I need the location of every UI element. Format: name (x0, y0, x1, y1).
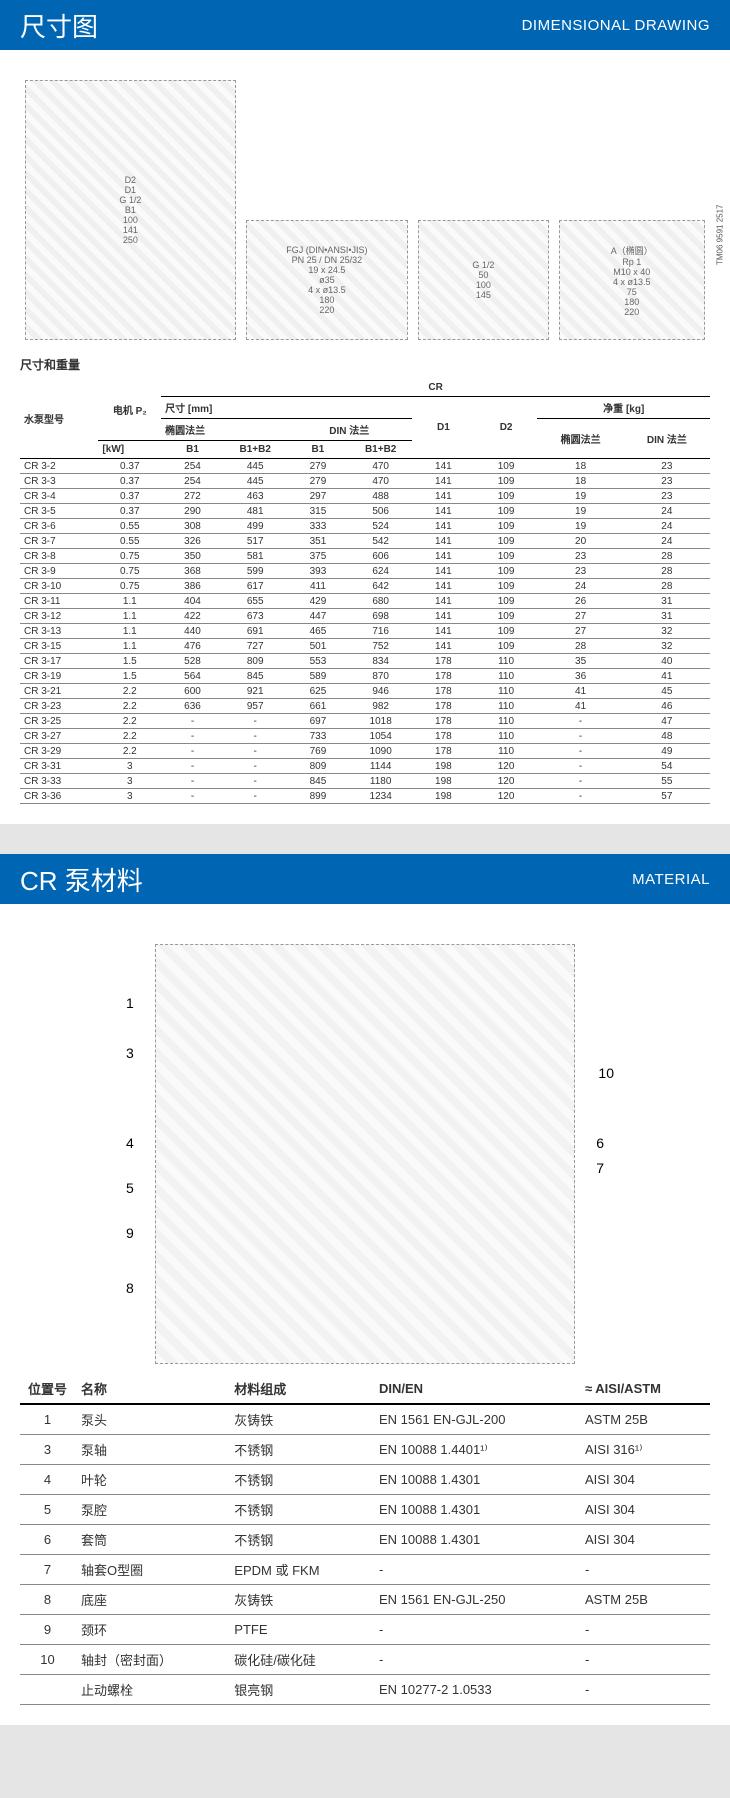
col-d1: D1 (412, 397, 475, 459)
drawing-code: TM06 9591 2517 (715, 205, 724, 266)
table-row: CR 3-121.14226734476981411092731 (20, 609, 710, 624)
col-power-unit: [kW] (98, 441, 161, 459)
section-header: CR 泵材料 MATERIAL (0, 854, 730, 904)
table-row: CR 3-232.26369576619821781104146 (20, 699, 710, 714)
table-row: 1泵头灰铸铁EN 1561 EN-GJL-200ASTM 25B (20, 1404, 710, 1435)
callout-1: 1 (126, 995, 134, 1011)
table-row: 10轴封（密封面）碳化硅/碳化硅-- (20, 1645, 710, 1675)
dimension-subtitle: 尺寸和重量 (0, 350, 730, 379)
table-row: 7轴套O型圈EPDM 或 FKM-- (20, 1555, 710, 1585)
table-row: CR 3-80.753505813756061411092328 (20, 549, 710, 564)
callout-3: 3 (126, 1045, 134, 1061)
table-row: CR 3-70.553265173515421411092024 (20, 534, 710, 549)
col-model: 水泵型号 (20, 379, 98, 459)
col-sub-oval: 椭圆法兰 (161, 419, 286, 441)
table-row: CR 3-100.753866174116421411092428 (20, 579, 710, 594)
col-din: DIN/EN (373, 1374, 579, 1404)
table-row: CR 3-20.372544452794701411091823 (20, 459, 710, 474)
col-aisi: ≈ AISI/ASTM (579, 1374, 710, 1404)
col-name: 名称 (75, 1374, 228, 1404)
col-w-din: DIN 法兰 (624, 419, 710, 459)
table-row: CR 3-90.753685993936241411092328 (20, 564, 710, 579)
section-header: 尺寸图 DIMENSIONAL DRAWING (0, 0, 730, 50)
table-row: CR 3-252.2--6971018178110-47 (20, 714, 710, 729)
table-row: CR 3-212.26009216259461781104145 (20, 684, 710, 699)
table-row: 6套筒不锈钢EN 10088 1.4301AISI 304 (20, 1525, 710, 1555)
table-row: CR 3-50.372904813155061411091924 (20, 504, 710, 519)
material-table-head: 位置号 名称 材料组成 DIN/EN ≈ AISI/ASTM (20, 1374, 710, 1404)
callout-5: 5 (126, 1180, 134, 1196)
col-b1b2: B1+B2 (224, 441, 287, 459)
table-row: 3泵轴不锈钢EN 10088 1.4401¹⁾AISI 316¹⁾ (20, 1435, 710, 1465)
col-sub-din: DIN 法兰 (287, 419, 412, 441)
flange-oval-diagram: A（椭圆） Rp 1 M10 x 40 4 x ø13.5 75 180 220 (559, 220, 705, 340)
col-group-cr: CR (161, 379, 710, 397)
header-title-en: DIMENSIONAL DRAWING (522, 17, 710, 34)
table-row: CR 3-30.372544452794701411091823 (20, 474, 710, 489)
col-group-dim: 尺寸 [mm] (161, 397, 412, 419)
callout-7: 7 (596, 1160, 604, 1176)
table-row: CR 3-171.55288095538341781103540 (20, 654, 710, 669)
col-pos: 位置号 (20, 1374, 75, 1404)
header-title-en: MATERIAL (632, 871, 710, 888)
header-title-cn: 尺寸图 (20, 7, 98, 44)
callout-6: 6 (596, 1135, 604, 1151)
dimension-table-wrap: 水泵型号 电机 P₂ CR 尺寸 [mm] D1 D2 净重 [kg] 椭圆法兰… (0, 379, 730, 804)
col-group-weight: 净重 [kg] (537, 397, 710, 419)
table-row: CR 3-333--8451180198120-55 (20, 774, 710, 789)
col-power: 电机 P₂ (98, 379, 161, 441)
table-row: 5泵腔不锈钢EN 10088 1.4301AISI 304 (20, 1495, 710, 1525)
callout-4: 4 (126, 1135, 134, 1151)
table-row: 4叶轮不锈钢EN 10088 1.4301AISI 304 (20, 1465, 710, 1495)
table-row: 止动螺栓银亮钢EN 10277-2 1.0533- (20, 1675, 710, 1705)
exploded-view-diagram: 1 3 4 5 9 8 10 6 7 (0, 904, 730, 1364)
dimension-diagrams: D2 D1 G 1/2 B1 100 141 250 FGJ (DIN•ANSI… (0, 50, 730, 350)
flange-fgj-diagram: FGJ (DIN•ANSI•JIS) PN 25 / DN 25/32 19 x… (246, 220, 409, 340)
table-row: CR 3-363--8991234198120-57 (20, 789, 710, 804)
page-material: CR 泵材料 MATERIAL 1 3 4 5 9 8 10 6 7 位置号 名… (0, 854, 730, 1725)
page-dimensional: 尺寸图 DIMENSIONAL DRAWING D2 D1 G 1/2 B1 1… (0, 0, 730, 824)
flange-side-diagram: G 1/2 50 100 145 (418, 220, 548, 340)
col-b1: B1 (161, 441, 224, 459)
callout-10: 10 (598, 1065, 614, 1081)
callout-8: 8 (126, 1280, 134, 1296)
table-row: CR 3-60.553084993335241411091924 (20, 519, 710, 534)
material-table: 位置号 名称 材料组成 DIN/EN ≈ AISI/ASTM 1泵头灰铸铁EN … (20, 1374, 710, 1705)
table-row: CR 3-191.55648455898701781103641 (20, 669, 710, 684)
dimension-table-body: CR 3-20.372544452794701411091823CR 3-30.… (20, 459, 710, 804)
table-row: CR 3-272.2--7331054178110-48 (20, 729, 710, 744)
callout-9: 9 (126, 1225, 134, 1241)
table-row: CR 3-40.372724632974881411091923 (20, 489, 710, 504)
col-mat: 材料组成 (228, 1374, 373, 1404)
table-row: CR 3-111.14046554296801411092631 (20, 594, 710, 609)
pump-elevation-diagram: D2 D1 G 1/2 B1 100 141 250 (25, 80, 236, 340)
col-d2: D2 (475, 397, 538, 459)
header-title-cn: CR 泵材料 (20, 861, 143, 898)
table-row: 9颈环PTFE-- (20, 1615, 710, 1645)
col-w-oval: 椭圆法兰 (537, 419, 623, 459)
col-b1-din: B1 (287, 441, 350, 459)
pump-cutaway-placeholder: 1 3 4 5 9 8 10 6 7 (155, 944, 575, 1364)
table-row: CR 3-313--8091144198120-54 (20, 759, 710, 774)
table-row: CR 3-292.2--7691090178110-49 (20, 744, 710, 759)
table-row: CR 3-151.14767275017521411092832 (20, 639, 710, 654)
material-table-body: 1泵头灰铸铁EN 1561 EN-GJL-200ASTM 25B3泵轴不锈钢EN… (20, 1404, 710, 1705)
table-row: CR 3-131.14406914657161411092732 (20, 624, 710, 639)
dimension-table: 水泵型号 电机 P₂ CR 尺寸 [mm] D1 D2 净重 [kg] 椭圆法兰… (20, 379, 710, 804)
dimension-table-head: 水泵型号 电机 P₂ CR 尺寸 [mm] D1 D2 净重 [kg] 椭圆法兰… (20, 379, 710, 459)
col-b1b2-din: B1+B2 (349, 441, 412, 459)
table-row: 8底座灰铸铁EN 1561 EN-GJL-250ASTM 25B (20, 1585, 710, 1615)
